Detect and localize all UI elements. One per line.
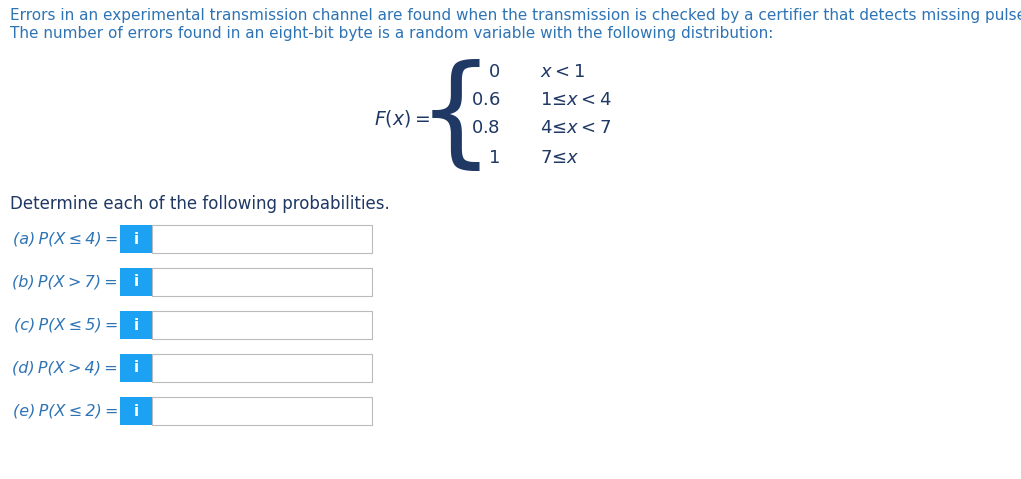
FancyBboxPatch shape xyxy=(120,311,152,339)
Text: (e) P(X ≤ 2) =: (e) P(X ≤ 2) = xyxy=(12,403,118,419)
Text: $1 ≤ x < 4$: $1 ≤ x < 4$ xyxy=(540,91,612,109)
Text: i: i xyxy=(134,274,139,289)
FancyBboxPatch shape xyxy=(152,311,372,339)
Text: $0$: $0$ xyxy=(488,63,500,81)
FancyBboxPatch shape xyxy=(120,225,152,253)
FancyBboxPatch shape xyxy=(120,268,152,296)
FancyBboxPatch shape xyxy=(152,268,372,296)
Text: $F(x) =$: $F(x) =$ xyxy=(374,107,430,128)
Text: i: i xyxy=(134,403,139,419)
Text: $4 ≤ x < 7$: $4 ≤ x < 7$ xyxy=(540,119,612,137)
Text: $x < 1$: $x < 1$ xyxy=(540,63,585,81)
FancyBboxPatch shape xyxy=(152,225,372,253)
Text: Determine each of the following probabilities.: Determine each of the following probabil… xyxy=(10,195,390,213)
Text: $1$: $1$ xyxy=(488,149,500,167)
FancyBboxPatch shape xyxy=(152,354,372,382)
Text: i: i xyxy=(134,361,139,376)
Text: (d) P(X > 4) =: (d) P(X > 4) = xyxy=(12,361,118,376)
FancyBboxPatch shape xyxy=(120,354,152,382)
Text: Errors in an experimental transmission channel are found when the transmission i: Errors in an experimental transmission c… xyxy=(10,8,1021,23)
Text: (c) P(X ≤ 5) =: (c) P(X ≤ 5) = xyxy=(13,318,118,332)
Text: (a) P(X ≤ 4) =: (a) P(X ≤ 4) = xyxy=(12,231,118,247)
Text: $7 ≤ x$: $7 ≤ x$ xyxy=(540,149,579,167)
Text: i: i xyxy=(134,231,139,247)
Text: The number of errors found in an eight-bit byte is a random variable with the fo: The number of errors found in an eight-b… xyxy=(10,26,773,41)
FancyBboxPatch shape xyxy=(152,397,372,425)
FancyBboxPatch shape xyxy=(120,397,152,425)
Text: (b) P(X > 7) =: (b) P(X > 7) = xyxy=(12,274,118,289)
Text: $0.6$: $0.6$ xyxy=(471,91,500,109)
Text: $0.8$: $0.8$ xyxy=(471,119,500,137)
Text: $\{$: $\{$ xyxy=(416,59,480,176)
Text: i: i xyxy=(134,318,139,332)
